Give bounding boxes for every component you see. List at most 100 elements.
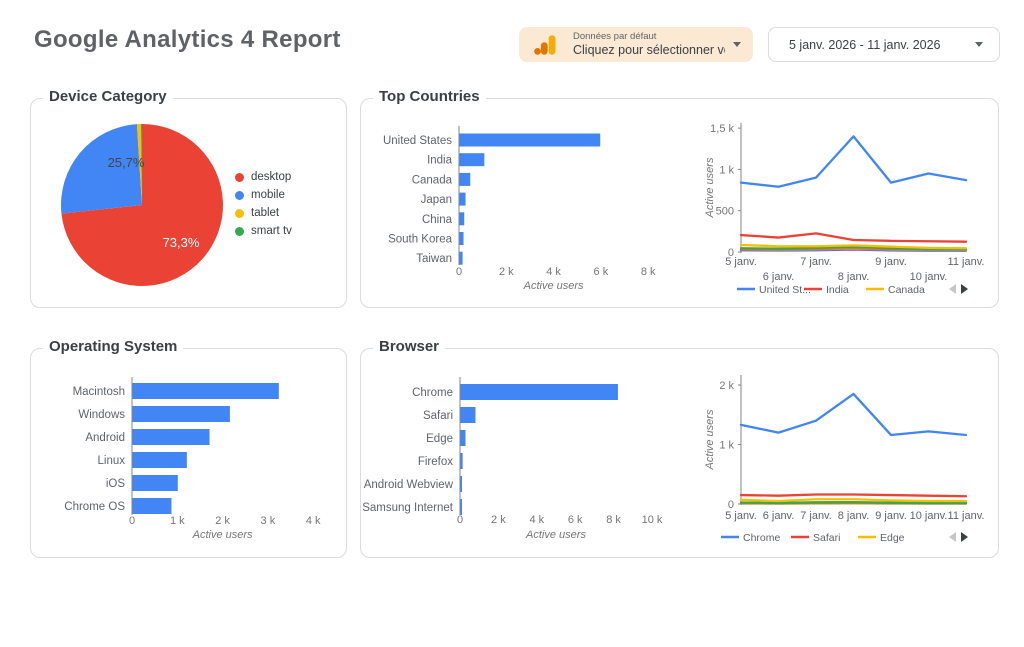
legend-prev-icon[interactable] xyxy=(949,284,956,294)
x-tick-label: 8 janv. xyxy=(838,271,870,283)
y-tick-label: 1 k xyxy=(719,440,734,452)
legend-next-icon[interactable] xyxy=(961,532,968,542)
bar-Canada[interactable] xyxy=(459,172,471,186)
top-countries-title: Top Countries xyxy=(373,88,486,105)
top-countries-bar-chart[interactable]: United States India Canada Japan China South … xyxy=(361,99,701,305)
bar-Chrome[interactable] xyxy=(460,384,618,400)
bar-category-label: Chrome xyxy=(412,387,453,399)
operating-system-bar-chart[interactable]: Macintosh Windows Android Linux iOS Chrome OS… xyxy=(31,349,344,555)
bar-category-label: Edge xyxy=(426,433,453,445)
bar-category-label: India xyxy=(427,155,453,167)
line-series-India[interactable] xyxy=(739,232,968,243)
browser-line-chart[interactable]: 0 1 k 2 k Active users 5 janv. 6 janv. 7 janv.… xyxy=(701,349,996,555)
legend-label: smart tv xyxy=(251,225,292,237)
analytics-icon xyxy=(534,34,556,55)
legend-item-tablet[interactable]: tablet xyxy=(235,207,292,219)
legend-dot-icon xyxy=(235,208,244,218)
x-tick-label: 7 janv. xyxy=(800,510,832,522)
legend-next-icon[interactable] xyxy=(961,284,968,294)
line-series-Chrome[interactable] xyxy=(739,392,968,437)
bar-China[interactable] xyxy=(459,212,465,226)
x-tick-label: 11 janv. xyxy=(948,510,985,522)
bar-Firefox[interactable] xyxy=(460,453,463,469)
x-tick-label: 11 janv. xyxy=(948,256,985,268)
legend-label: Canada xyxy=(888,284,925,296)
bar-Taiwan[interactable] xyxy=(459,251,463,265)
operating-system-title: Operating System xyxy=(43,338,184,355)
x-tick-label: 0 xyxy=(456,266,462,278)
bar-Linux[interactable] xyxy=(132,452,187,468)
bar-Samsung Internet[interactable] xyxy=(460,499,463,515)
data-source-caption: Données par défaut xyxy=(573,31,657,42)
bar-Windows[interactable] xyxy=(132,406,230,422)
bar-United States[interactable] xyxy=(459,133,601,147)
legend-prev-icon[interactable] xyxy=(949,532,956,542)
line-series-Japan[interactable] xyxy=(739,245,968,251)
bar-Android[interactable] xyxy=(132,429,210,445)
x-tick-label: 8 k xyxy=(641,266,656,278)
x-tick-label: 6 janv. xyxy=(763,510,795,522)
x-tick-label: 7 janv. xyxy=(800,256,832,268)
x-tick-label: 2 k xyxy=(215,515,230,527)
bar-category-label: Windows xyxy=(78,409,125,421)
bar-category-label: Macintosh xyxy=(73,386,125,398)
date-range-selector[interactable]: 5 janv. 2026 - 11 janv. 2026 xyxy=(768,27,1000,62)
x-tick-label: 1 k xyxy=(170,515,185,527)
x-axis-title: Active users xyxy=(525,529,586,541)
legend-item-mobile[interactable]: mobile xyxy=(235,189,292,201)
bar-category-label: Chrome OS xyxy=(64,501,125,513)
y-tick-label: 1 k xyxy=(719,164,734,176)
browser-bar-chart[interactable]: Chrome Safari Edge Firefox Android Webview Sa… xyxy=(361,349,701,555)
data-source-selector[interactable]: Données par défaut Cliquez pour sélectio… xyxy=(519,27,753,62)
pie-slice-desktop[interactable] xyxy=(61,124,223,286)
y-tick-label: 0 xyxy=(728,499,734,511)
pie-slice-label: 25,7% xyxy=(108,155,145,170)
x-tick-label: 5 janv. xyxy=(725,510,757,522)
line-series-Edge[interactable] xyxy=(739,498,968,503)
line-series-United States[interactable] xyxy=(739,135,968,188)
pie-slice-label: 73,3% xyxy=(163,235,200,250)
device-category-title: Device Category xyxy=(43,88,173,105)
legend-dot-icon xyxy=(235,226,244,236)
bar-category-label: Safari xyxy=(423,410,453,422)
x-tick-label: 4 k xyxy=(306,515,321,527)
data-source-value: Cliquez pour sélectionner vos xyxy=(573,42,725,57)
bar-Android Webview[interactable] xyxy=(460,476,463,492)
bar-South Korea[interactable] xyxy=(459,232,464,245)
legend-label: India xyxy=(826,284,849,296)
top-countries-line-chart[interactable]: 0 500 1 k 1,5 k Active users 5 janv. 6 janv. 7 … xyxy=(701,99,996,305)
bar-India[interactable] xyxy=(459,153,485,167)
pie-slice-mobile[interactable] xyxy=(60,124,142,214)
pie-slice-smart tv[interactable] xyxy=(140,124,142,205)
legend-item-desktop[interactable]: desktop xyxy=(235,171,292,183)
line-series-Firefox[interactable] xyxy=(739,500,968,505)
bar-category-label: Canada xyxy=(412,174,453,186)
x-tick-label: 6 k xyxy=(594,266,609,278)
bar-Japan[interactable] xyxy=(459,192,466,206)
bar-iOS[interactable] xyxy=(132,475,178,491)
x-tick-label: 6 k xyxy=(568,514,583,526)
y-tick-label: 1,5 k xyxy=(710,123,734,135)
browser-title: Browser xyxy=(373,338,446,355)
bar-Chrome OS[interactable] xyxy=(132,498,172,514)
bar-category-label: South Korea xyxy=(388,234,453,246)
x-tick-label: 4 k xyxy=(546,266,561,278)
bar-category-label: Taiwan xyxy=(416,253,452,265)
bar-Safari[interactable] xyxy=(460,407,476,423)
bar-Macintosh[interactable] xyxy=(132,383,279,399)
legend-label: United St... xyxy=(759,284,811,296)
x-tick-label: 9 janv. xyxy=(875,256,907,268)
line-series-Canada[interactable] xyxy=(739,243,968,250)
legend-label: Edge xyxy=(880,532,905,544)
pie-slice-tablet[interactable] xyxy=(136,124,142,205)
legend-item-smart tv[interactable]: smart tv xyxy=(235,225,292,237)
line-series-Safari[interactable] xyxy=(739,493,968,498)
x-tick-label: 2 k xyxy=(499,266,514,278)
x-tick-label: 10 janv. xyxy=(910,271,948,283)
legend-label: mobile xyxy=(251,189,285,201)
device-category-pie-chart[interactable]: 73,3% 25,7% xyxy=(31,99,344,305)
bar-category-label: Linux xyxy=(98,455,126,467)
bar-Edge[interactable] xyxy=(460,430,466,446)
x-tick-label: 0 xyxy=(129,515,135,527)
